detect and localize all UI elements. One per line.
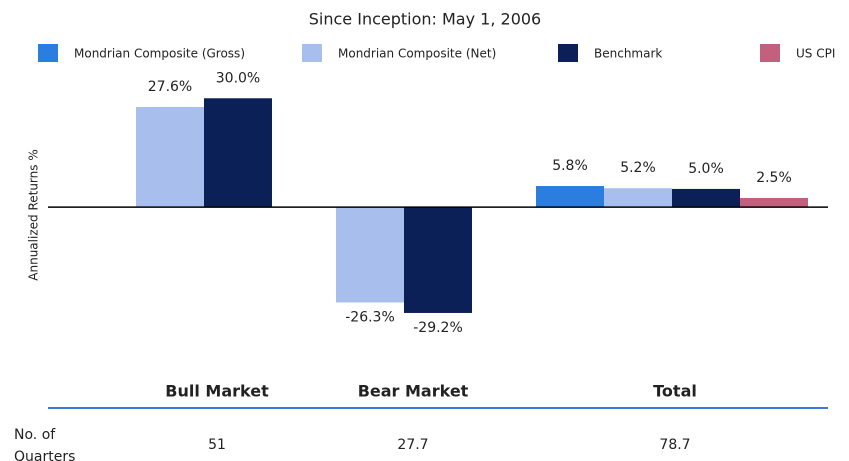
bar (336, 207, 404, 303)
legend-label: Mondrian Composite (Net) (338, 47, 496, 61)
value-label: 5.8% (552, 158, 588, 174)
row-label: No. of Quarters (14, 427, 75, 461)
bar (536, 186, 604, 208)
table-cell: 78.7 (659, 437, 690, 453)
bar (204, 98, 272, 208)
chart-title: Since Inception: May 1, 2006 (309, 10, 541, 29)
table-header: Bull Market (165, 382, 269, 401)
value-label: 27.6% (148, 79, 192, 95)
table-header: Bear Market (358, 382, 469, 401)
bar (136, 106, 204, 208)
value-label: 2.5% (756, 170, 792, 186)
legend-swatch (558, 44, 578, 62)
bar (604, 188, 672, 208)
value-label: 30.0% (216, 70, 260, 86)
legend-label: Mondrian Composite (Gross) (74, 47, 245, 61)
bar (404, 207, 472, 313)
value-label: -29.2% (413, 320, 463, 336)
y-axis-label: Annualized Returns % (27, 149, 41, 280)
legend-swatch (760, 44, 780, 62)
table-cell: 27.7 (397, 437, 428, 453)
legend-swatch (302, 44, 322, 62)
legend-swatch (38, 44, 58, 62)
value-label: -26.3% (345, 309, 395, 325)
bar (672, 188, 740, 208)
value-label: 5.2% (620, 160, 656, 176)
table-cell: 51 (208, 437, 226, 453)
table-header: Total (653, 382, 697, 401)
legend-label: Benchmark (594, 47, 662, 61)
value-label: 5.0% (688, 161, 724, 177)
legend-label: US CPI (796, 47, 835, 61)
bar (740, 198, 808, 208)
